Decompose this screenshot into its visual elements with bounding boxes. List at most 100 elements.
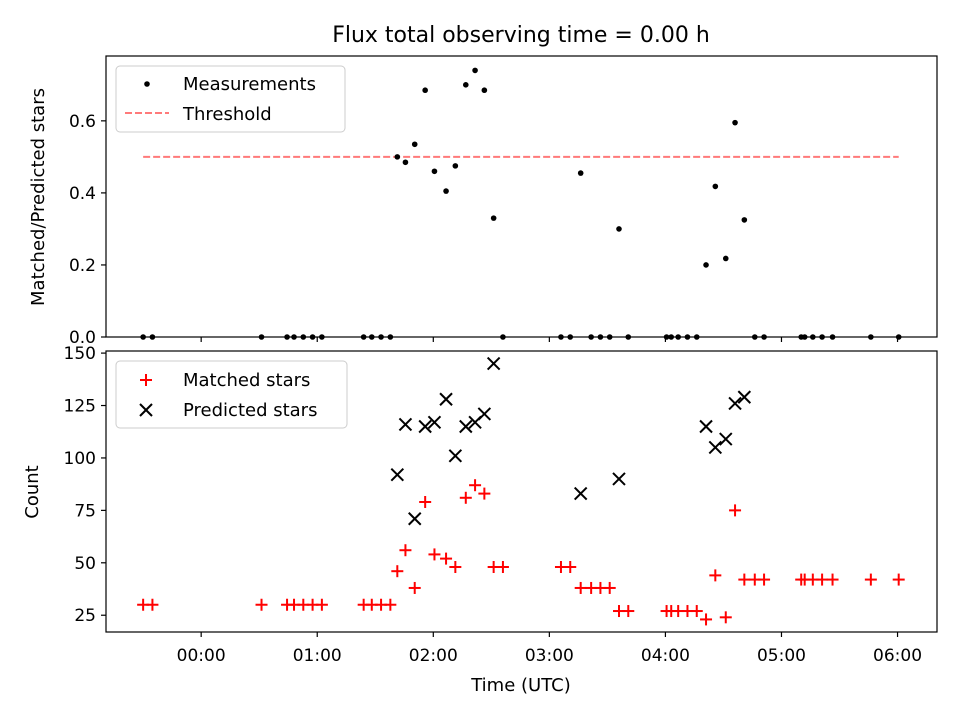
y-tick-label: 0.6 — [69, 112, 96, 132]
matched-star-point — [738, 573, 751, 586]
measurement-point — [452, 163, 459, 169]
x-tick-label: 00:00 — [177, 646, 226, 666]
bottom-legend-box — [115, 360, 348, 429]
measurement-point — [431, 168, 438, 175]
top-legend-box — [115, 65, 346, 133]
measurement-point — [394, 154, 401, 160]
matched-star-point — [384, 598, 397, 611]
x-tick-label: 04:00 — [641, 646, 690, 666]
matched-star-point — [399, 544, 412, 557]
matched-star-point — [574, 581, 587, 594]
x-tick-label: 05:00 — [757, 646, 806, 666]
top-plot-frame — [105, 55, 938, 338]
matched-star-point — [564, 560, 577, 573]
y-tick-label: 25 — [74, 606, 96, 626]
measurement-point — [732, 119, 738, 126]
y-tick-label: 0.0 — [69, 328, 96, 348]
measurement-point — [443, 188, 449, 194]
predicted-star-point — [427, 415, 442, 430]
predicted-star-point — [439, 392, 453, 406]
matched-star-point — [440, 552, 453, 565]
matched-stars-legend-label: Matched stars — [183, 370, 310, 391]
predicted-star-point — [486, 356, 501, 371]
matched-star-point — [864, 573, 877, 586]
measurement-point — [712, 183, 719, 190]
matched-star-point — [419, 495, 432, 508]
top-y-axis-label: Matched/Predicted stars — [28, 88, 49, 306]
measurement-point — [422, 87, 428, 94]
bottom-x-ticks: 00:00 01:00 02:00 03:00 04:00 05:00 06:00 — [177, 632, 922, 666]
x-tick-label: 03:00 — [525, 646, 574, 666]
x-tick-label: 01:00 — [293, 646, 342, 666]
x-tick-label: 02:00 — [409, 646, 458, 666]
matched-star-point — [315, 598, 328, 611]
measurement-point — [402, 159, 409, 166]
matched-star-point — [709, 569, 722, 582]
matched-star-point — [146, 598, 159, 611]
top-panel: 0.0 0.2 0.4 0.6 Matched/Predicted stars Mea… — [28, 55, 938, 348]
matched-star-point — [459, 491, 472, 504]
bottom-marks — [137, 356, 905, 626]
predicted-star-point — [477, 407, 492, 421]
measurements-legend-marker — [144, 81, 150, 87]
measurement-point — [741, 217, 748, 223]
measurement-point — [462, 82, 469, 88]
matched-star-point — [690, 605, 703, 618]
matched-star-point — [449, 560, 462, 573]
predicted-star-point — [408, 512, 422, 526]
matched-star-point — [391, 565, 404, 578]
matched-star-point — [622, 605, 635, 618]
matched-star-point — [719, 611, 732, 624]
y-tick-label: 100 — [64, 449, 96, 469]
threshold-legend-label: Threshold — [182, 104, 272, 125]
x-axis-label: Time (UTC) — [470, 675, 571, 696]
top-y-ticks: 0.0 0.2 0.4 0.6 — [69, 112, 106, 348]
measurements-legend-label: Measurements — [183, 74, 316, 95]
y-tick-label: 0.4 — [69, 184, 96, 204]
x-tick-label: 06:00 — [873, 646, 922, 666]
matched-star-point — [758, 573, 771, 586]
bottom-panel: 25 50 75 100 125 150 00:00 01:00 02:00 03:00 04:0… — [22, 344, 938, 696]
predicted-star-point — [719, 432, 733, 446]
predicted-stars-legend-label: Predicted stars — [183, 400, 317, 421]
bottom-y-axis-label: Count — [22, 465, 43, 518]
matched-star-point — [892, 573, 905, 586]
y-tick-label: 75 — [74, 501, 96, 521]
bottom-plot-frame — [105, 350, 938, 633]
chart-title: Flux total observing time = 0.00 h — [332, 23, 710, 48]
matched-stars-legend-marker — [140, 374, 152, 386]
top-x-ticks — [200, 337, 899, 342]
predicted-stars-legend-marker — [139, 403, 153, 417]
matched-star-point — [408, 581, 421, 594]
y-tick-label: 150 — [64, 344, 96, 364]
matched-star-point — [469, 479, 482, 492]
matched-star-point — [603, 581, 616, 594]
predicted-star-point — [398, 417, 413, 432]
matched-star-point — [428, 548, 441, 561]
matched-star-point — [496, 560, 509, 573]
matched-star-point — [816, 573, 829, 586]
y-tick-label: 0.2 — [69, 256, 96, 276]
measurement-point — [722, 255, 729, 262]
bottom-legend: Matched stars Predicted stars — [115, 360, 348, 429]
matched-star-point — [826, 573, 839, 586]
matched-star-point — [255, 598, 268, 611]
predicted-star-point — [737, 390, 752, 404]
measurement-point — [490, 215, 497, 221]
predicted-star-point — [390, 468, 405, 482]
bottom-y-ticks: 25 50 75 100 125 150 — [64, 344, 106, 626]
y-tick-label: 50 — [74, 554, 96, 574]
measurement-point — [481, 87, 488, 94]
predicted-star-point — [418, 419, 432, 434]
predicted-star-point — [459, 419, 473, 434]
predicted-star-point — [699, 419, 713, 434]
measurement-point — [577, 170, 584, 176]
predicted-star-point — [708, 440, 723, 455]
measurement-point — [616, 226, 622, 232]
top-legend: Measurements Threshold — [115, 65, 346, 133]
matched-star-point — [478, 487, 491, 500]
predicted-star-point — [728, 396, 742, 411]
measurement-point — [703, 262, 709, 268]
predicted-star-point — [573, 486, 588, 501]
